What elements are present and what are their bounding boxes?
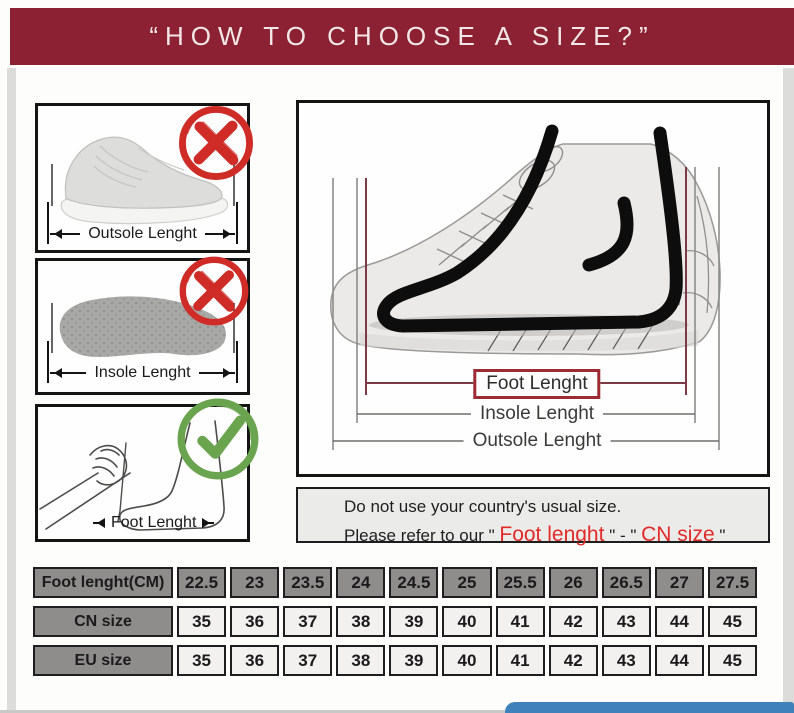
size-cell: 26	[548, 567, 598, 598]
size-cell: 36	[230, 645, 280, 676]
sneaker-illustration	[51, 136, 235, 225]
row-header: EU size	[33, 645, 173, 676]
size-cell: 37	[283, 606, 333, 637]
size-cell: 27.5	[707, 567, 758, 598]
cn-size-highlight: CN size	[641, 522, 715, 546]
row-header: Foot lenght(CM)	[33, 567, 173, 598]
foot-in-shoe-illustration	[330, 124, 721, 450]
table-row-cn-size: CN size 35 36 37 38 39 40 41 42 43 44 45	[33, 606, 758, 637]
measurement-diagram-panel: Foot Lenght Insole Lenght Outsole Lenght	[296, 100, 770, 477]
size-cell: 44	[654, 606, 704, 637]
size-cell: 26.5	[601, 567, 651, 598]
size-cell: 24.5	[389, 567, 439, 598]
note-line-2: Please refer to our " Foot lenght " - " …	[344, 522, 726, 546]
row-header: CN size	[33, 606, 173, 637]
header-banner: “HOW TO CHOOSE A SIZE?”	[10, 8, 794, 65]
foot-length-highlight: Foot lenght	[499, 522, 605, 546]
size-cell: 22.5	[177, 567, 227, 598]
size-cell: 40	[442, 606, 492, 637]
partial-blue-button[interactable]	[505, 702, 794, 713]
insole-guide-panel: Insole Lenght	[35, 256, 250, 395]
page-gutter-bottom	[0, 710, 794, 713]
size-cell: 27	[654, 567, 704, 598]
insole-label: Insole Lenght	[94, 364, 191, 381]
size-cell: 42	[548, 606, 598, 637]
size-cell: 38	[336, 606, 386, 637]
page-gutter-left	[7, 68, 16, 713]
foot-measuring-illustration	[39, 420, 225, 531]
outsole-guide-panel: Outsole Lenght	[35, 103, 253, 253]
wrong-mark-icon	[174, 251, 254, 331]
size-cell: 42	[548, 645, 598, 676]
size-cell: 43	[601, 645, 651, 676]
size-cell: 37	[283, 645, 333, 676]
note-line-1: Do not use your country's usual size.	[344, 497, 622, 516]
foot-label: Foot Lenght	[111, 514, 197, 531]
size-cell: 39	[389, 645, 439, 676]
outsole-measure-label: Outsole Lenght	[47, 202, 238, 245]
size-cell: 23	[230, 567, 280, 598]
wrong-mark-icon	[173, 100, 259, 186]
size-cell: 23.5	[283, 567, 333, 598]
size-cell: 38	[336, 645, 386, 676]
diagram-insole-length-label: Insole Lenght	[470, 403, 604, 425]
size-cell: 39	[389, 606, 439, 637]
size-cell: 41	[495, 645, 545, 676]
size-cell: 45	[707, 645, 758, 676]
size-cell: 44	[654, 645, 704, 676]
size-cell: 43	[601, 606, 651, 637]
size-cell: 24	[336, 567, 386, 598]
size-table: Foot lenght(CM) 22.5 23 23.5 24 24.5 25 …	[33, 567, 758, 684]
correct-mark-icon	[172, 393, 264, 485]
page-gutter-right	[783, 68, 794, 713]
size-cell: 40	[442, 645, 492, 676]
diagram-outsole-length-label: Outsole Lenght	[463, 430, 611, 452]
table-row-eu-size: EU size 35 36 37 38 39 40 41 42 43 44 45	[33, 645, 758, 676]
page-title: “HOW TO CHOOSE A SIZE?”	[149, 21, 655, 51]
foot-measure-label: Foot Lenght	[90, 512, 227, 534]
size-cell: 35	[177, 645, 227, 676]
table-row-foot-length: Foot lenght(CM) 22.5 23 23.5 24 24.5 25 …	[33, 567, 758, 598]
size-cell: 45	[707, 606, 758, 637]
outsole-label: Outsole Lenght	[88, 225, 197, 242]
size-cell: 36	[230, 606, 280, 637]
note-box: Do not use your country's usual size. Pl…	[296, 487, 770, 546]
size-cell: 35	[177, 606, 227, 637]
diagram-foot-length-label: Foot Lenght	[473, 369, 601, 399]
insole-measure-label: Insole Lenght	[47, 341, 238, 384]
size-cell: 41	[495, 606, 545, 637]
size-cell: 25	[442, 567, 492, 598]
size-cell: 25.5	[495, 567, 545, 598]
foot-measure-guide-panel: Foot Lenght	[35, 398, 259, 542]
